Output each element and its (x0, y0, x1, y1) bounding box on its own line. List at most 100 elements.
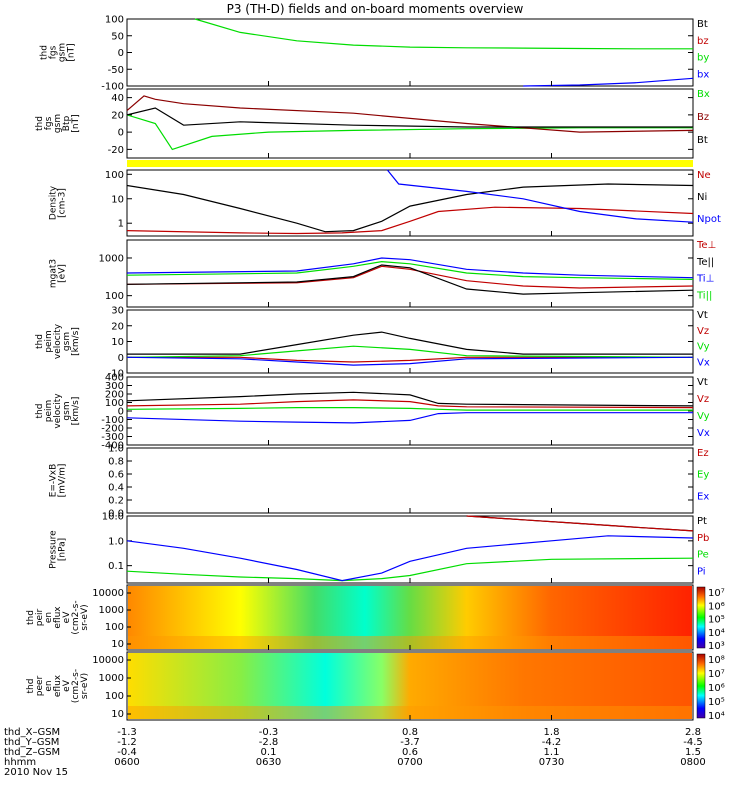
footer-value: 1.1 (544, 747, 560, 758)
legend-entry: by (697, 53, 709, 64)
legend-entry: Te|| (696, 257, 714, 268)
series-line-vx (126, 412, 693, 424)
y-axis-label-line: velocity (53, 393, 63, 429)
series-line-ti⊥ (126, 257, 694, 279)
footer-value: 1.5 (685, 747, 701, 758)
y-tick-label: 10 (111, 337, 124, 348)
legend-entry: Pb (697, 533, 709, 544)
y-axis-label-line: thd (35, 116, 45, 131)
legend-entry: Ex (697, 491, 709, 502)
y-axis-label-line: [km/s] (71, 397, 81, 426)
series-line-ni (126, 183, 694, 233)
panel-velocity_gsm: thd peim velocity gsm [km/s] 4003002001000-10… (35, 373, 710, 452)
y-axis-label-line: (cm2-s- (71, 600, 81, 634)
footer-value: -1.2 (117, 737, 137, 748)
y-axis-label-line: [mV/m] (58, 464, 68, 498)
footer-label: thd_Y–GSM (4, 737, 59, 748)
footer-value: 0730 (539, 757, 564, 768)
y-tick-label: -50 (108, 65, 124, 76)
y-tick-label: 0 (118, 128, 124, 139)
y-tick-label: -20 (108, 145, 124, 156)
legend-entry: Ey (697, 470, 709, 481)
y-axis-label: E=-VxB [mV/m] (49, 464, 68, 498)
y-axis-label: thd peer en eflux eV (cm2-s-sr-eV) (26, 669, 90, 703)
y-tick-label: 100 (105, 15, 124, 26)
footer-label: thd_X–GSM (4, 727, 60, 738)
colorbar-tick-label: 10⁷ (708, 588, 725, 599)
y-axis-label-line: gsm (62, 332, 72, 351)
y-tick-label: -300 (101, 432, 124, 443)
legend-entry: Npot (697, 214, 721, 225)
y-axis-label: Density [cm-3] (49, 185, 68, 220)
spectrogram-image (128, 586, 692, 649)
y-axis-label: thd peim velocity gsm [km/s] (35, 323, 81, 359)
panel-frame (126, 169, 694, 237)
series-line-vz (126, 399, 694, 409)
panel-frame (126, 515, 694, 584)
y-axis-label-line: [km/s] (71, 327, 81, 356)
series-line-vt (126, 391, 694, 407)
y-axis-label: Pressure [nPa] (49, 530, 68, 569)
y-axis-label-line: thd (26, 679, 36, 694)
footer-value: -4.2 (542, 737, 562, 748)
legend-entry: Vt (697, 310, 708, 321)
footer-value: 2.8 (685, 727, 701, 738)
legend-entry: Vx (697, 357, 710, 368)
legend-entry: Bx (697, 89, 710, 100)
y-tick-label: 100 (105, 291, 124, 302)
legend-entry: Vy (697, 342, 710, 353)
y-axis-label-line: eV (62, 679, 72, 692)
series-line-vt (127, 331, 693, 355)
legend-entry: Ne (697, 170, 711, 181)
legend-entry: Vz (697, 394, 709, 405)
y-axis-label-line: peim (44, 400, 54, 423)
y-axis-label-line: velocity (53, 323, 63, 359)
legend-entry: Vt (697, 377, 708, 388)
y-axis-label-line: Density (49, 185, 59, 220)
y-tick-label: 100 (105, 170, 124, 181)
y-axis-label-line: (cm2-s- (71, 669, 81, 703)
y-axis-label-line: sr-eV) (80, 604, 90, 630)
y-axis-label-line: peir (35, 608, 45, 626)
legend-entry: Pt (697, 516, 707, 527)
y-axis-label-line: Btp (62, 116, 72, 132)
footer-value: -0.3 (259, 727, 279, 738)
spectrogram-image (128, 653, 692, 719)
footer-label: 2010 Nov 15 (4, 767, 68, 778)
colorbar-tick-label: 10⁴ (708, 711, 725, 722)
y-axis-label-line: fgs (44, 116, 54, 130)
panel-frame (126, 18, 694, 87)
y-tick-label: -200 (101, 424, 124, 435)
legend-entry: Bt (697, 135, 708, 146)
legend-entry: Pi (697, 566, 706, 577)
footer-value: 0700 (397, 757, 422, 768)
series-line-te⊥ (126, 265, 694, 289)
y-tick-label: 0.2 (108, 496, 124, 507)
y-tick-label: 100 (105, 622, 124, 633)
y-tick-label: 10.0 (102, 512, 124, 523)
footer-value: -2.8 (259, 737, 279, 748)
y-tick-label: 30 (111, 306, 124, 317)
y-axis-label-line: [nT] (71, 114, 81, 132)
y-tick-label: 1000 (99, 253, 124, 264)
panel-density: Density [cm-3] 100 10 1 Ne Ni Npot (49, 169, 721, 237)
y-tick-label: 0 (118, 407, 124, 418)
panel-frame (126, 376, 694, 446)
y-tick-label: 1000 (99, 673, 124, 684)
legend-entry: Vz (697, 326, 709, 337)
y-axis-label: thd peim velocity gsm [km/s] (35, 393, 81, 429)
y-tick-label: 1000 (99, 605, 124, 616)
legend-entry: Vy (697, 411, 710, 422)
y-tick-label: 200 (105, 390, 124, 401)
footer-value: 1.8 (544, 727, 560, 738)
y-tick-label: -100 (101, 82, 124, 93)
series-line-vx (126, 356, 694, 366)
y-axis-label-line: thd (35, 404, 45, 419)
y-tick-label: 10 (111, 194, 124, 205)
y-tick-label: 1.0 (108, 536, 124, 547)
y-axis-label-line: fgs (49, 45, 59, 59)
y-tick-label: 10000 (92, 655, 124, 666)
series-line-bz (126, 95, 694, 133)
footer-value: -3.7 (400, 737, 420, 748)
